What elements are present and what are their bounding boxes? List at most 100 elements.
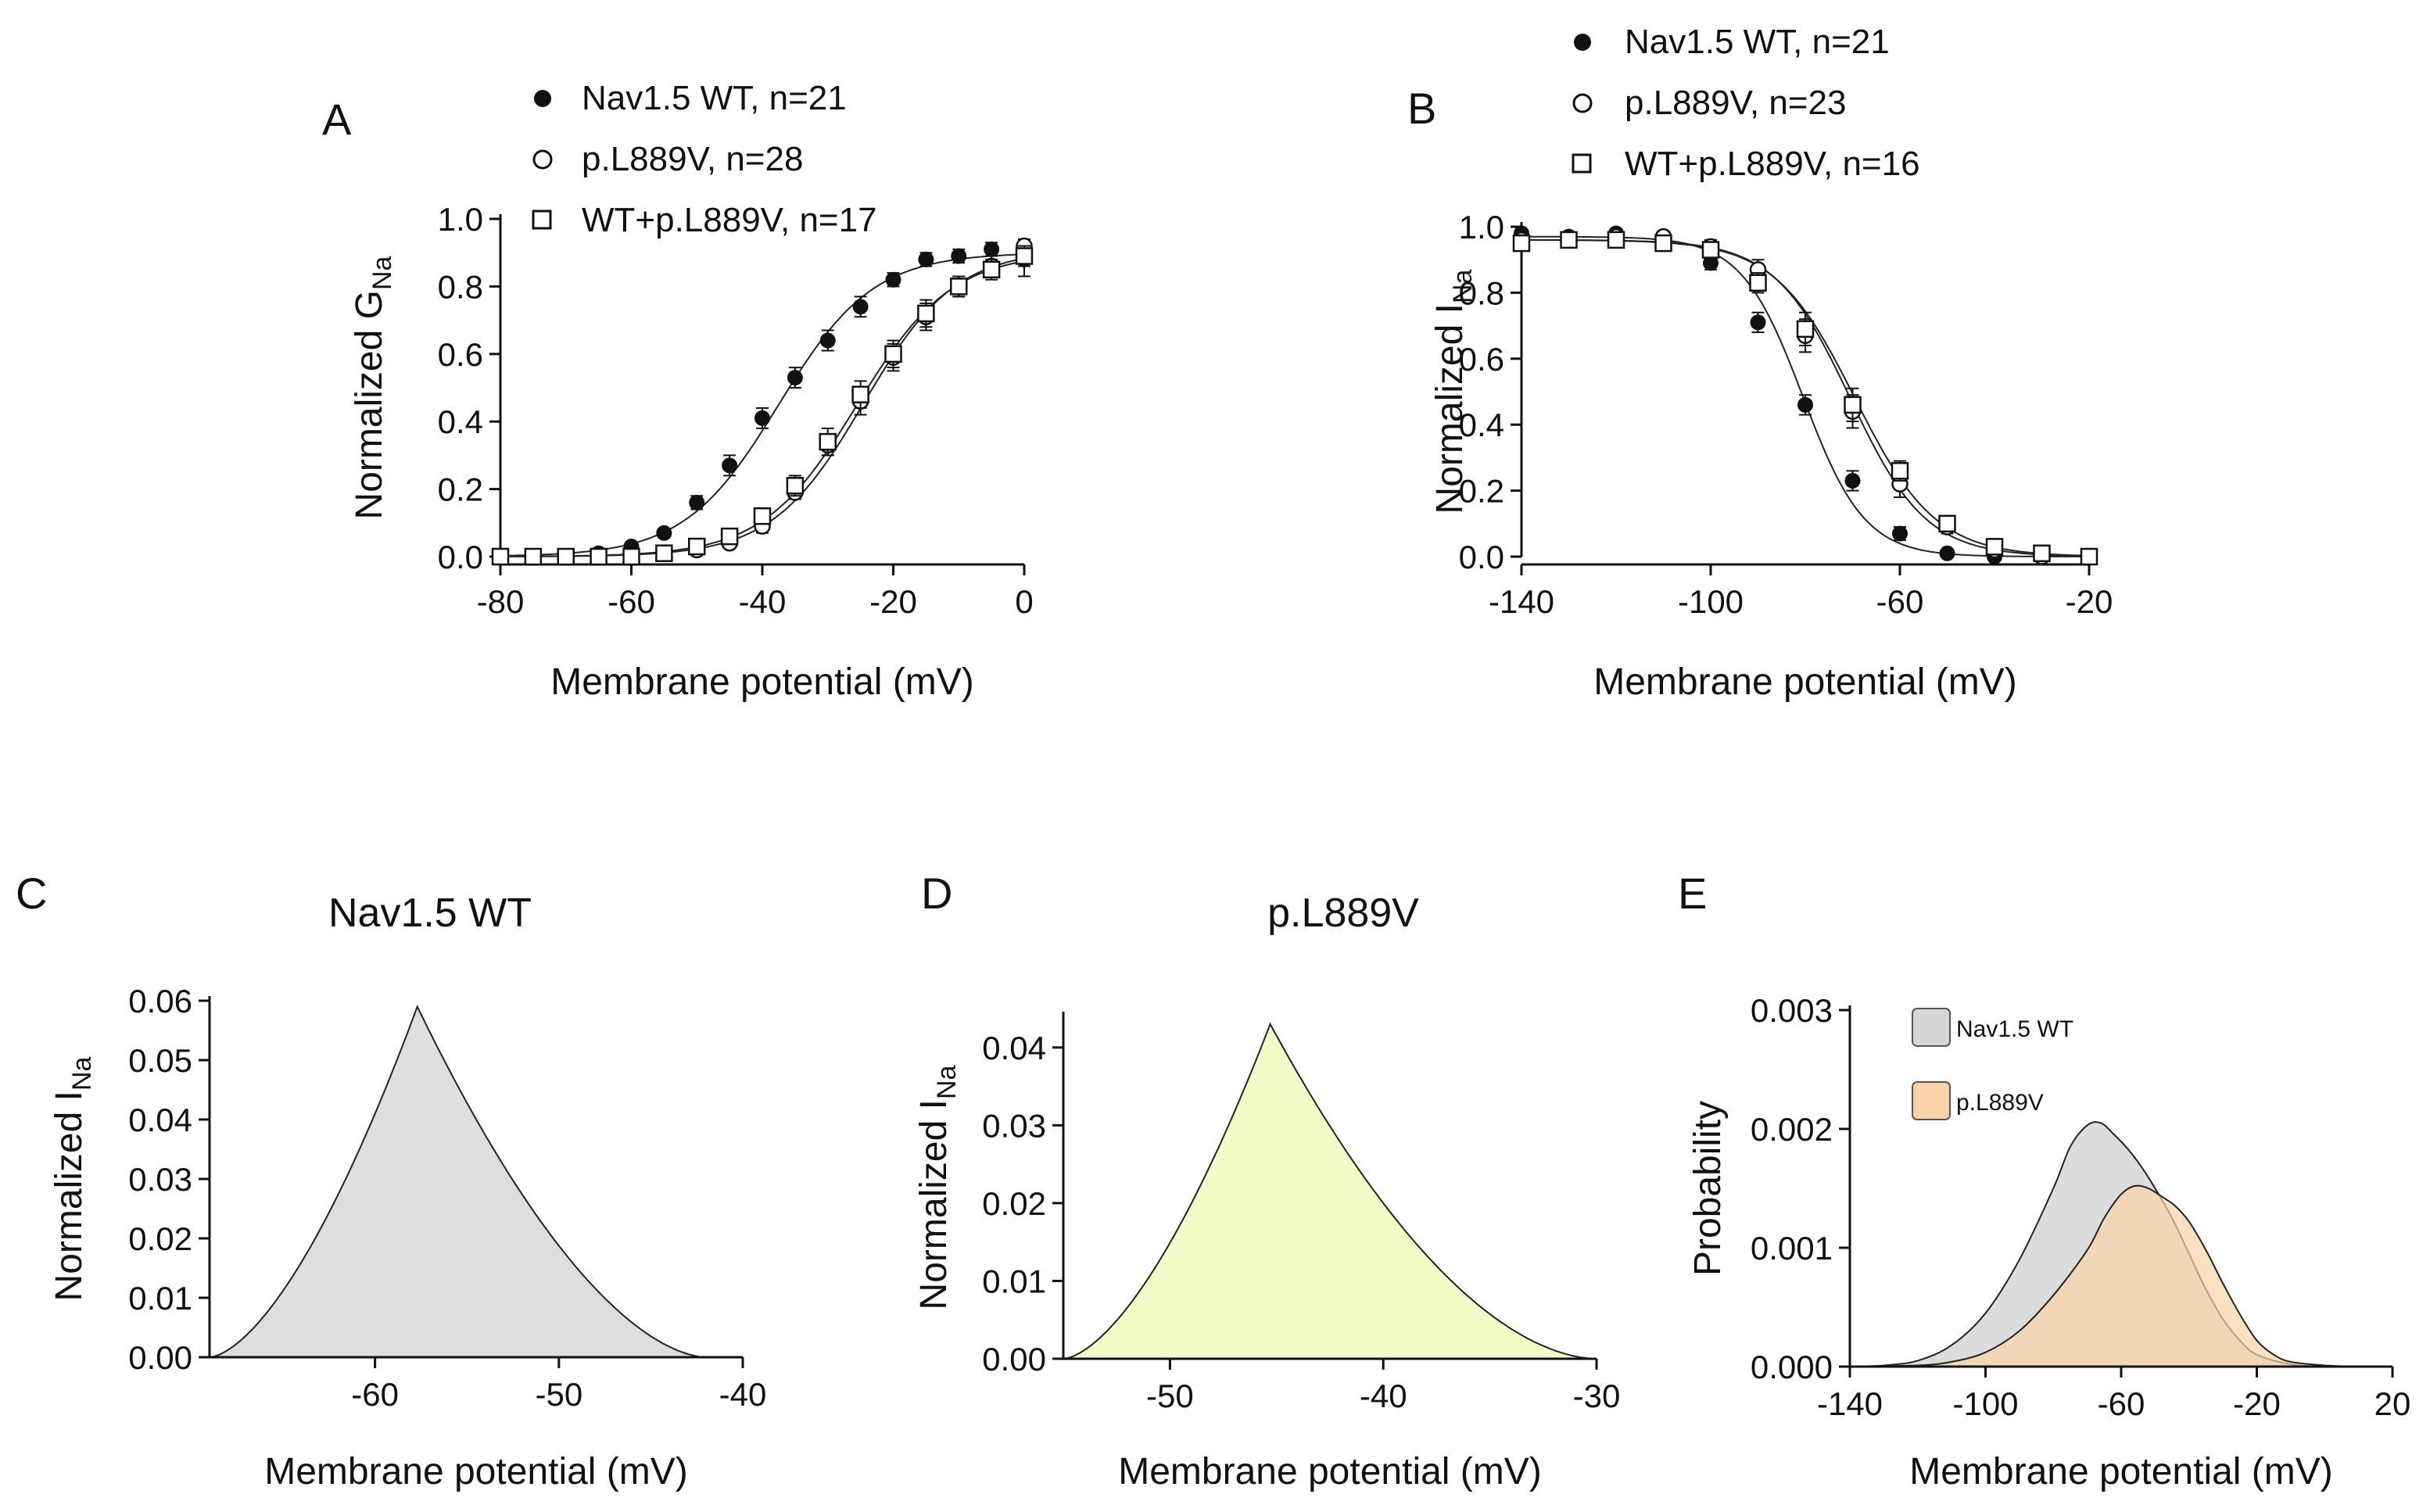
- x-tick-label-c: -40: [719, 1376, 767, 1413]
- data-point-a-2: [524, 547, 543, 566]
- x-tick-label-d: -40: [1360, 1378, 1407, 1414]
- legend-a-marker-mix: [532, 210, 552, 230]
- axes-a: 0.0 0.2 0.4 0.6 0.8 1.0 -80 -60 -40 -20 0 Membrane …: [349, 201, 1034, 703]
- y-tick-label-b: 0.8: [1459, 274, 1504, 311]
- legend-b-marker-mix: [1572, 153, 1592, 174]
- panel-title-d: p.L889V: [1267, 890, 1419, 936]
- x-axis-title-a: Membrane potential (mV): [550, 661, 974, 703]
- y-tick-label-e: 0.002: [1751, 1111, 1833, 1148]
- legend-a-marker-l889v: [532, 149, 553, 170]
- axes-e: 0.000 0.001 0.002 0.003 -140 -100 -60 -20 20 Memb…: [1687, 992, 2410, 1492]
- panel-label-d: D: [921, 869, 952, 918]
- window-current-area-d: [1063, 1022, 1597, 1360]
- data-point-a-0: [918, 251, 934, 267]
- y-tick-label-a: 0.2: [438, 471, 483, 508]
- panel-label-e: E: [1678, 869, 1707, 918]
- legend-b-marker-l889v: [1572, 93, 1593, 113]
- x-axis-title-e: Membrane potential (mV): [1909, 1451, 2333, 1492]
- data-point-a-2: [720, 527, 739, 546]
- y-axis-title-a: Normalized GNa: [349, 256, 397, 519]
- data-point-b-2: [1891, 462, 1909, 480]
- y-tick-label-a: 0.8: [438, 268, 483, 305]
- data-point-a-2: [557, 547, 575, 566]
- y-tick-label-a: 0.6: [438, 336, 483, 373]
- distribution-line-e-1: [1849, 1184, 2393, 1368]
- x-tick-label-b: -20: [2066, 583, 2113, 620]
- y-tick-label-d: 0.02: [982, 1185, 1046, 1222]
- y-tick-label-a: 0.0: [438, 539, 483, 575]
- panel-title-c: Nav1.5 WT: [328, 890, 532, 936]
- legend-b-label-wt: Nav1.5 WT, n=21: [1625, 23, 1890, 61]
- x-tick-label-b: -140: [1489, 583, 1554, 620]
- legend-a-label-wt: Nav1.5 WT, n=21: [582, 79, 847, 117]
- data-point-a-0: [722, 457, 738, 474]
- y-axis-title-d: Normalized INa: [913, 1065, 962, 1310]
- series-layer-a: [491, 237, 1034, 566]
- y-tick-label-b: 1.0: [1459, 209, 1504, 245]
- data-point-b-2: [2080, 547, 2098, 566]
- panel-label-b: B: [1407, 84, 1436, 133]
- y-axis-title-e: Probability: [1687, 1101, 1729, 1276]
- y-tick-label-c: 0.02: [128, 1220, 192, 1257]
- x-tick-label-c: -60: [351, 1376, 399, 1413]
- y-tick-label-b: 0.0: [1459, 539, 1504, 575]
- legend-b-label-l889v: p.L889V, n=23: [1625, 84, 1846, 122]
- y-tick-label-a: 0.4: [438, 403, 483, 440]
- data-point-a-2: [622, 547, 640, 566]
- legend-e-label-l889v: p.L889V: [1956, 1090, 2044, 1116]
- x-axis-title-b: Membrane potential (mV): [1593, 661, 2017, 703]
- y-tick-label-c: 0.04: [128, 1102, 192, 1138]
- panel-label-a: A: [322, 95, 352, 144]
- data-point-a-2: [950, 278, 968, 296]
- legend-a-marker-wt: [534, 90, 551, 107]
- data-point-a-0: [852, 299, 869, 315]
- data-point-b-0: [1844, 472, 1861, 489]
- y-tick-label-d: 0.04: [982, 1030, 1046, 1066]
- data-point-b-2: [1607, 231, 1625, 249]
- data-point-a-0: [689, 494, 705, 511]
- distribution-area-e-1: [1850, 1185, 2392, 1367]
- data-point-b-0: [1892, 525, 1908, 542]
- y-tick-label-b: 0.6: [1459, 341, 1504, 378]
- x-tick-label-a: -80: [477, 583, 525, 620]
- panel-label-c: C: [16, 869, 47, 918]
- y-axis-title-c: Normalized INa: [48, 1056, 97, 1301]
- legend-a-label-l889v: p.L889V, n=28: [582, 140, 803, 178]
- x-tick-label-c: -50: [535, 1376, 582, 1413]
- data-point-a-2: [753, 507, 772, 525]
- x-axis-title-d: Membrane potential (mV): [1118, 1451, 1542, 1492]
- data-point-a-0: [787, 370, 803, 386]
- data-point-b-2: [1985, 538, 2004, 556]
- legend-b-marker-wt: [1574, 34, 1591, 51]
- data-point-b-2: [1560, 231, 1578, 249]
- x-tick-label-d: -50: [1146, 1378, 1194, 1414]
- axes-b: 0.0 0.2 0.4 0.6 0.8 1.0 -140 -100 -60 -20 Membrane…: [1429, 209, 2113, 703]
- y-tick-label-b: 0.2: [1459, 473, 1504, 510]
- axes-d: 0.00 0.01 0.02 0.03 0.04 -50 -40 -30 Membrane po…: [913, 1012, 1620, 1492]
- data-point-b-0: [1939, 545, 1955, 561]
- x-tick-label-e: -60: [2098, 1385, 2145, 1422]
- data-point-a-2: [982, 260, 1001, 279]
- legend-e-swatch-l889v: [1912, 1081, 1951, 1120]
- legend-e-label-wt: Nav1.5 WT: [1956, 1016, 2073, 1042]
- legend-e: Nav1.5 WT p.L889V: [1912, 1008, 2073, 1120]
- axes-c: 0.00 0.01 0.02 0.03 0.04 0.05 0.06 -60 -50 -40 Mem…: [48, 983, 766, 1492]
- y-tick-label-d: 0.01: [982, 1263, 1046, 1299]
- x-tick-label-a: -40: [739, 583, 787, 620]
- data-point-a-2: [590, 547, 608, 566]
- y-tick-label-d: 0.00: [982, 1341, 1046, 1378]
- legend-a-label-mix: WT+p.L889V, n=17: [582, 201, 877, 239]
- data-point-a-2: [1015, 247, 1034, 265]
- data-point-a-2: [819, 432, 837, 451]
- data-point-a-2: [655, 544, 673, 562]
- data-point-b-2: [1512, 234, 1531, 253]
- data-point-a-2: [688, 537, 706, 556]
- x-tick-label-a: 0: [1015, 583, 1033, 620]
- y-tick-label-c: 0.06: [128, 983, 192, 1019]
- data-point-a-0: [819, 332, 836, 349]
- y-tick-label-c: 0.00: [128, 1339, 192, 1376]
- y-tick-label-b: 0.4: [1459, 407, 1504, 443]
- x-tick-label-a: -20: [869, 583, 917, 620]
- window-current-area-c: [209, 1005, 707, 1358]
- data-point-b-2: [1796, 320, 1815, 339]
